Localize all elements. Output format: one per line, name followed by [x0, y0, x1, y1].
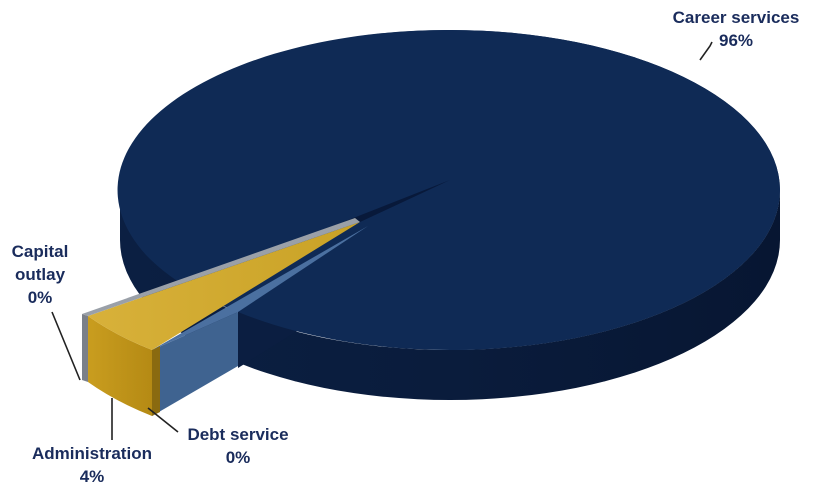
pie-slice-debt-service [152, 226, 368, 416]
label-debt-service-value: 0% [226, 448, 251, 467]
leader-line-debt-service [147, 407, 179, 433]
debt-service-top [152, 226, 368, 350]
administration-outer-face [88, 316, 152, 416]
capital-outlay-side [82, 314, 88, 382]
administration-cut-face [152, 346, 160, 416]
debt-service-side [152, 312, 238, 416]
label-capital-outlay-line2: outlay [15, 265, 66, 284]
pie-slice-capital-outlay [82, 218, 360, 382]
pie-slice-career-services [117, 29, 781, 400]
label-career-services-name: Career services [673, 8, 800, 27]
label-capital-outlay-line1: Capital [12, 242, 69, 261]
career-services-side [120, 190, 780, 400]
label-administration-name: Administration [32, 444, 152, 463]
career-services-top-body [117, 29, 780, 350]
leader-line-career-services [699, 41, 713, 61]
label-career-services-value: 96% [719, 31, 753, 50]
leader-lines [51, 41, 713, 440]
administration-top [88, 222, 360, 350]
leader-line-capital-outlay [51, 311, 81, 381]
label-administration-value: 4% [80, 467, 105, 486]
label-capital-outlay-value: 0% [28, 288, 53, 307]
capital-outlay-top [82, 218, 360, 316]
label-debt-service-name: Debt service [187, 425, 288, 444]
pie-slice-administration [88, 222, 360, 416]
career-services-shadow [305, 180, 450, 237]
pie-labels: Career services 96% Capital outlay 0% Ad… [12, 8, 800, 486]
